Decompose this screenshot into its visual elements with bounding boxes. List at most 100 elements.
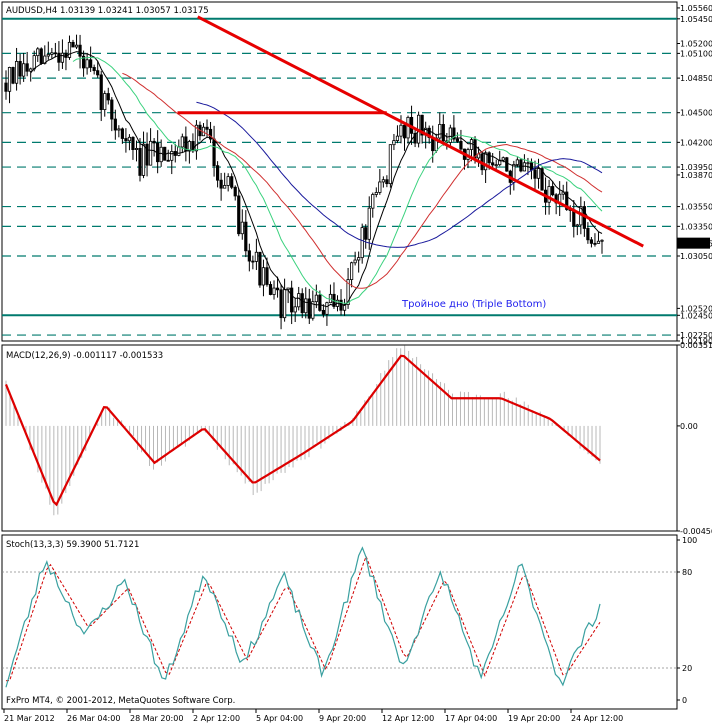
- candle-body: [279, 289, 283, 319]
- candle-body: [494, 164, 498, 167]
- candle-body: [540, 168, 544, 191]
- candle-body: [7, 67, 12, 92]
- candle-body: [300, 293, 304, 314]
- candle-body: [32, 55, 36, 70]
- candle-body: [533, 169, 537, 179]
- candle-body: [593, 242, 597, 245]
- candle-body: [318, 294, 322, 311]
- candle-body: [14, 61, 19, 84]
- candle-body: [187, 141, 191, 152]
- price-panel-title: AUDUSD,H4 1.03139 1.03241 1.03057 1.0317…: [6, 6, 209, 16]
- price-plot: [2, 15, 677, 336]
- candle-body: [268, 284, 273, 295]
- candle-body: [547, 186, 551, 203]
- candle-body: [110, 99, 114, 120]
- candle-body: [283, 289, 287, 319]
- candle-body: [392, 140, 396, 146]
- candle-body: [357, 257, 361, 261]
- x-tick-label: 2 Apr 12:00: [193, 714, 240, 723]
- y-tick-label: 1.03550: [680, 203, 712, 212]
- candle-body: [290, 287, 294, 313]
- candle-body: [399, 124, 403, 137]
- y-tick-label: 0.00: [680, 422, 698, 431]
- price-panel[interactable]: [1, 1, 678, 342]
- candle-body: [18, 61, 22, 77]
- candle-body: [304, 298, 308, 314]
- candle-body: [39, 48, 43, 64]
- candle-body: [448, 127, 452, 143]
- candle-body: [452, 127, 456, 140]
- candle-body: [148, 140, 153, 166]
- y-tick-label: 1.03350: [680, 222, 712, 231]
- candle-body: [353, 259, 357, 264]
- candle-body: [501, 157, 505, 161]
- candle-body: [57, 52, 61, 63]
- candle-body: [600, 239, 604, 242]
- candle-body: [261, 267, 266, 286]
- candle-body: [360, 227, 364, 259]
- candle-body: [46, 54, 50, 57]
- candle-body: [159, 146, 163, 163]
- candle-body: [551, 186, 555, 196]
- descending-trendline: [197, 15, 644, 248]
- candle-body: [60, 52, 65, 63]
- macd-plot: [4, 345, 601, 516]
- candle-body: [311, 301, 315, 319]
- x-tick-label: 21 Mar 2012: [4, 714, 55, 723]
- candle-body: [374, 192, 378, 195]
- candle-body: [529, 162, 534, 171]
- candle-body: [173, 151, 177, 156]
- candle-body: [413, 132, 417, 144]
- current-price-marker: [677, 237, 710, 249]
- candle-body: [120, 128, 124, 139]
- candle-body: [223, 185, 227, 189]
- candle-body: [134, 147, 139, 150]
- y-tick-label: 1.02450: [680, 311, 712, 320]
- candle-body: [385, 179, 389, 185]
- macd-panel[interactable]: [1, 344, 678, 532]
- x-tick-label: 24 Apr 12:00: [571, 714, 623, 723]
- stoch-main-line: [5, 546, 601, 688]
- candle-body: [145, 143, 149, 166]
- candle-body: [170, 151, 174, 161]
- candle-body: [596, 240, 601, 244]
- y-tick-label: 1.04850: [680, 74, 712, 83]
- candle-body: [230, 176, 234, 188]
- x-tick-label: 5 Apr 04:00: [256, 714, 303, 723]
- candle-body: [99, 74, 103, 111]
- candle-body: [297, 293, 301, 308]
- candle-body: [74, 44, 79, 48]
- x-tick-label: 9 Apr 20:00: [319, 714, 366, 723]
- candle-body: [293, 306, 297, 313]
- candle-body: [92, 67, 96, 72]
- x-tick-label: 12 Apr 12:00: [382, 714, 434, 723]
- candle-body: [388, 144, 393, 185]
- y-tick-label: -0.00456: [680, 527, 712, 536]
- candle-body: [265, 267, 269, 285]
- moving-average-red: [122, 72, 603, 289]
- y-tick-label: 1.04200: [680, 138, 712, 147]
- candle-body: [81, 55, 86, 69]
- macd-signal-line: [4, 354, 601, 507]
- candle-body: [71, 41, 75, 48]
- candle-body: [4, 82, 8, 92]
- candle-body: [22, 63, 26, 77]
- candle-body: [420, 114, 424, 136]
- copyright-text: FxPro MT4, © 2001-2012, MetaQuotes Softw…: [6, 696, 235, 706]
- candle-body: [89, 59, 93, 68]
- y-tick-label: 1.04500: [680, 109, 712, 118]
- candle-body: [141, 143, 146, 176]
- triple-bottom-annotation: Тройное дно (Triple Bottom): [401, 299, 546, 310]
- y-tick-label: 100: [682, 536, 697, 545]
- candle-body: [124, 138, 128, 142]
- candle-body: [67, 41, 72, 58]
- candle-body: [247, 250, 251, 262]
- candle-body: [589, 239, 594, 244]
- candle-body: [402, 124, 407, 139]
- candle-body: [575, 224, 579, 227]
- y-tick-label: 20: [682, 664, 692, 673]
- candle-body: [166, 159, 170, 162]
- x-tick-label: 26 Mar 04:00: [67, 714, 120, 723]
- candle-body: [251, 260, 255, 263]
